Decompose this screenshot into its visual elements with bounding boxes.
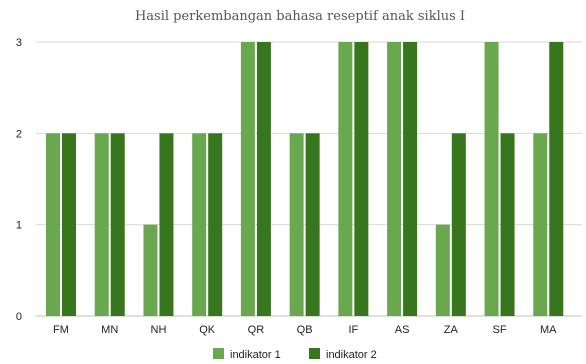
bar-if-series-1	[338, 42, 353, 316]
bar-za-series-1	[435, 224, 450, 316]
bar-qr-series-1	[240, 42, 255, 316]
legend-swatch-series-2	[309, 348, 320, 359]
x-tick-label: NH	[151, 324, 167, 336]
x-tick-label: QK	[199, 324, 216, 336]
legend-label-series-1: indikator 1	[230, 349, 281, 361]
bar-as-series-1	[387, 42, 402, 316]
x-tick-label: AS	[395, 324, 410, 336]
x-tick-label: MN	[101, 324, 118, 336]
bar-nh-series-2	[159, 133, 174, 316]
x-tick-label: IF	[348, 324, 358, 336]
bar-ma-series-2	[549, 42, 564, 316]
bar-mn-series-2	[110, 133, 125, 316]
bar-qb-series-1	[289, 133, 304, 316]
bar-sf-series-1	[484, 42, 499, 316]
legend-swatch-series-1	[213, 348, 224, 359]
x-tick-label: FM	[53, 324, 69, 336]
x-tick-label: QB	[297, 324, 313, 336]
bar-qk-series-1	[192, 133, 207, 316]
bar-if-series-2	[354, 42, 369, 316]
bar-fm-series-1	[46, 133, 60, 316]
bar-sf-series-2	[500, 133, 515, 316]
bar-qk-series-2	[208, 133, 223, 316]
chart-title: Hasil perkembangan bahasa reseptif anak …	[135, 9, 465, 24]
y-tick-label: 0	[16, 311, 22, 323]
x-tick-label: ZA	[444, 324, 459, 336]
bar-mn-series-1	[94, 133, 109, 316]
legend-label-series-2: indikator 2	[326, 349, 377, 361]
bar-fm-series-2	[62, 133, 76, 316]
legend: indikator 1 indikator 2	[213, 348, 377, 361]
bar-as-series-2	[403, 42, 418, 316]
y-axis-ticks: 0 1 2 3	[16, 37, 22, 323]
y-tick-label: 2	[16, 128, 22, 140]
y-tick-label: 1	[16, 220, 22, 232]
x-tick-label: SF	[493, 324, 507, 336]
bar-qb-series-2	[305, 133, 320, 316]
bar-qr-series-2	[256, 42, 271, 316]
bar-nh-series-1	[143, 224, 158, 316]
x-tick-label: MA	[540, 324, 557, 336]
y-tick-label: 3	[16, 37, 22, 49]
x-tick-label: QR	[248, 324, 265, 336]
bar-ma-series-1	[533, 133, 548, 316]
bars	[46, 42, 564, 316]
x-axis-ticks: FM MN NH QK QR QB IF AS ZA SF MA	[53, 324, 557, 336]
bar-za-series-2	[451, 133, 466, 316]
